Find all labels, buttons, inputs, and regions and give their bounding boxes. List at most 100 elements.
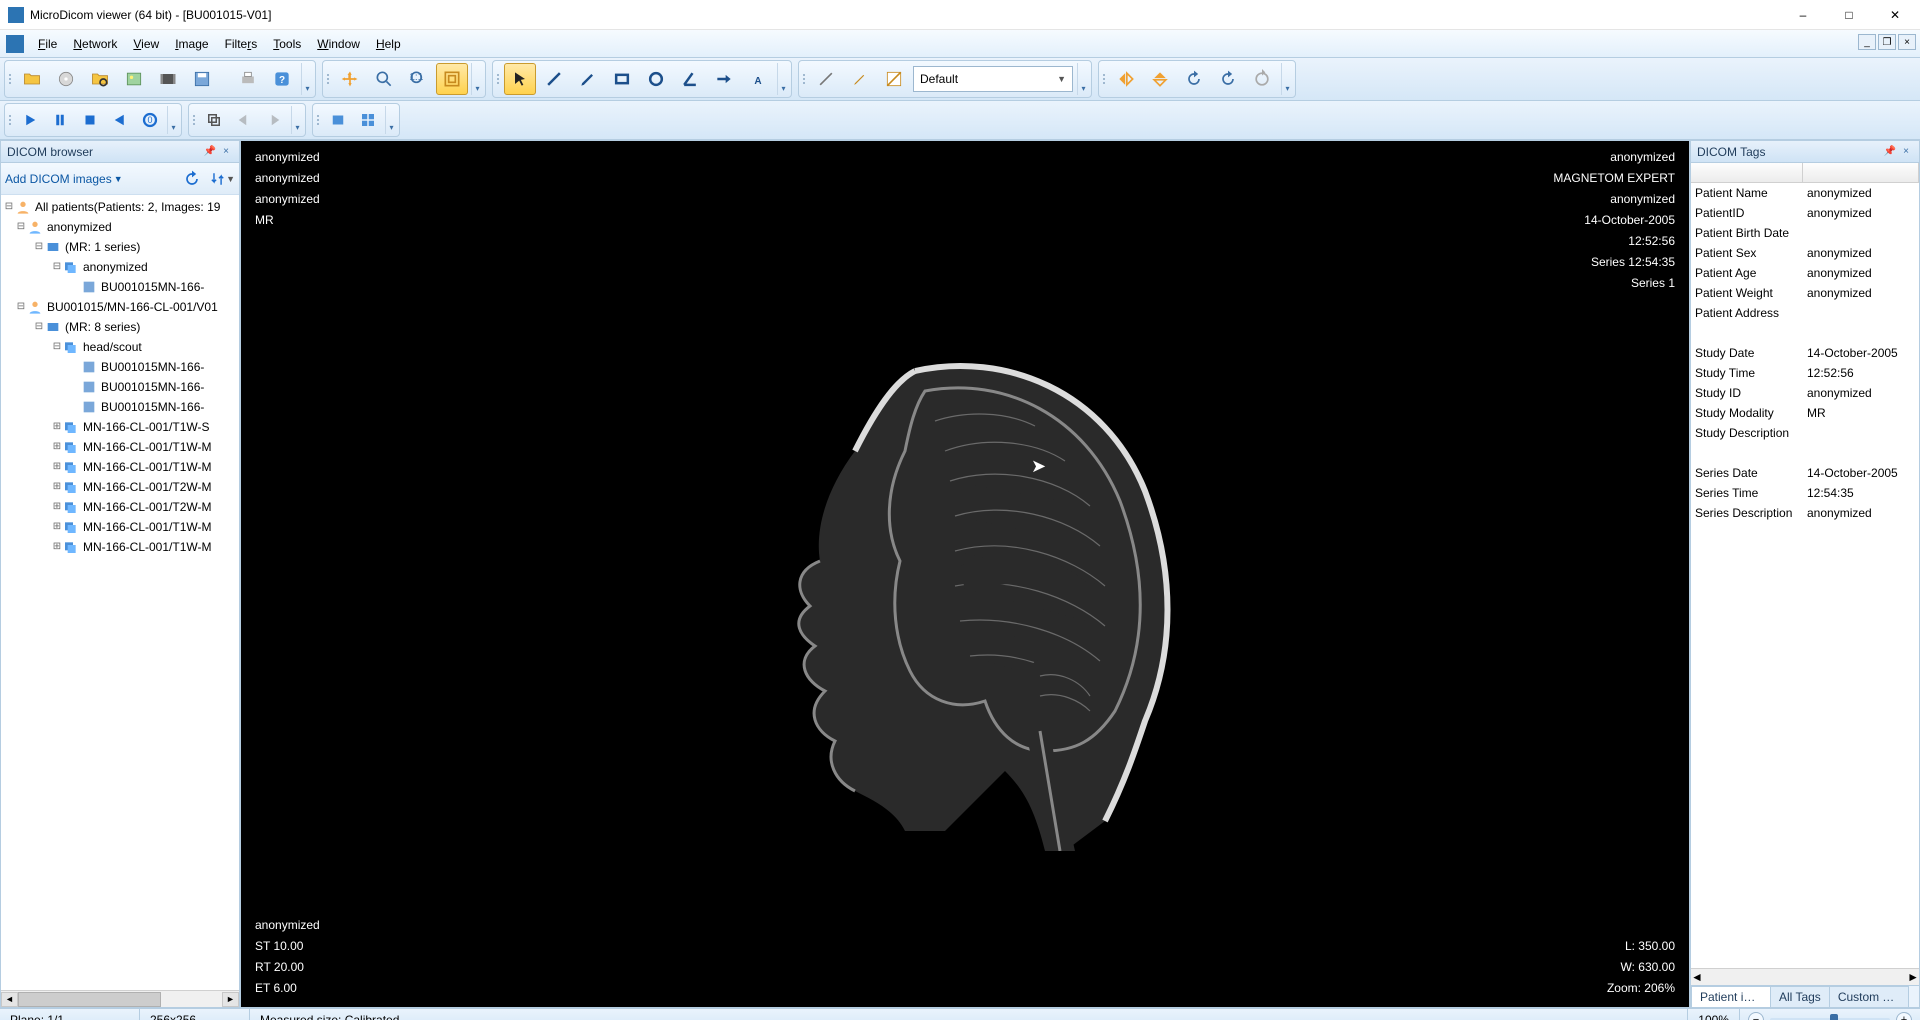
copy-button[interactable] bbox=[200, 106, 228, 134]
tag-row[interactable]: Patient Weightanonymized bbox=[1691, 283, 1919, 303]
tab-patient-info[interactable]: Patient inf… bbox=[1691, 986, 1771, 1007]
help-button[interactable]: ? bbox=[266, 63, 298, 95]
zoom-1to1-button[interactable]: 1:1 bbox=[402, 63, 434, 95]
forward-button[interactable] bbox=[260, 106, 288, 134]
menu-file[interactable]: File bbox=[30, 33, 65, 55]
tree-study[interactable]: ⊟ (MR: 8 series) bbox=[1, 317, 239, 337]
toolbar-overflow-8[interactable]: ▾ bbox=[385, 106, 397, 134]
open-disc-button[interactable] bbox=[50, 63, 82, 95]
tag-row[interactable]: Patient Ageanonymized bbox=[1691, 263, 1919, 283]
mdi-close[interactable]: × bbox=[1898, 34, 1916, 50]
menu-image[interactable]: Image bbox=[167, 33, 216, 55]
rotate-cw-button[interactable] bbox=[1212, 63, 1244, 95]
tree-series[interactable]: ⊟ anonymized bbox=[1, 257, 239, 277]
add-dicom-images-link[interactable]: Add DICOM images ▼ bbox=[5, 172, 123, 186]
tree-image[interactable]: · BU001015MN-166- bbox=[1, 377, 239, 397]
tag-row[interactable]: Patient Birth Date bbox=[1691, 223, 1919, 243]
tree-image[interactable]: · BU001015MN-166- bbox=[1, 397, 239, 417]
scroll-right-icon[interactable]: ► bbox=[1907, 970, 1919, 984]
toolbar-overflow-7[interactable]: ▾ bbox=[291, 106, 303, 134]
tag-row[interactable]: Series Time12:54:35 bbox=[1691, 483, 1919, 503]
tag-row[interactable]: PatientIDanonymized bbox=[1691, 203, 1919, 223]
pan-button[interactable] bbox=[334, 63, 366, 95]
toolbar-overflow-5[interactable]: ▾ bbox=[1281, 63, 1293, 95]
zoom-thumb[interactable] bbox=[1830, 1014, 1838, 1020]
tag-row[interactable]: Study Description bbox=[1691, 423, 1919, 443]
toolbar-overflow-6[interactable]: ▾ bbox=[167, 106, 179, 134]
tag-row[interactable]: Patient Address bbox=[1691, 303, 1919, 323]
back-button[interactable] bbox=[230, 106, 258, 134]
line-tool[interactable] bbox=[538, 63, 570, 95]
flip-h-button[interactable] bbox=[1110, 63, 1142, 95]
pointer-tool[interactable] bbox=[504, 63, 536, 95]
mdi-restore[interactable]: ❐ bbox=[1878, 34, 1896, 50]
open-video-button[interactable] bbox=[152, 63, 184, 95]
tree-patient[interactable]: ⊟ BU001015/MN-166-CL-001/V01 bbox=[1, 297, 239, 317]
flip-v-button[interactable] bbox=[1144, 63, 1176, 95]
menu-tools[interactable]: Tools bbox=[265, 33, 309, 55]
menu-window[interactable]: Window bbox=[309, 33, 368, 55]
tree-series[interactable]: ⊞MN-166-CL-001/T1W-S bbox=[1, 417, 239, 437]
ellipse-tool[interactable] bbox=[640, 63, 672, 95]
tag-row[interactable]: Patient Nameanonymized bbox=[1691, 183, 1919, 203]
mdi-app-icon[interactable] bbox=[6, 35, 24, 53]
zoom-slider[interactable]: − + bbox=[1740, 1012, 1920, 1020]
tree-hscroll[interactable]: ◄ ► bbox=[1, 990, 239, 1007]
sort-button[interactable]: ▼ bbox=[209, 166, 235, 192]
fit-window-button[interactable] bbox=[436, 63, 468, 95]
toolbar-overflow-2[interactable]: ▾ bbox=[471, 63, 483, 95]
open-image-button[interactable] bbox=[118, 63, 150, 95]
stop-button[interactable] bbox=[76, 106, 104, 134]
close-panel-icon[interactable]: × bbox=[219, 145, 233, 159]
pin-icon[interactable]: 📌 bbox=[203, 145, 217, 159]
tags-header[interactable] bbox=[1691, 163, 1919, 183]
patient-tree[interactable]: ⊟ All patients(Patients: 2, Images: 19 ⊟… bbox=[1, 195, 239, 990]
tree-study[interactable]: ⊟ (MR: 1 series) bbox=[1, 237, 239, 257]
tree-series[interactable]: ⊞MN-166-CL-001/T2W-M bbox=[1, 477, 239, 497]
toolbar-overflow-1[interactable]: ▾ bbox=[301, 63, 313, 95]
rotate-ccw-button[interactable] bbox=[1178, 63, 1210, 95]
pencil-tool[interactable] bbox=[572, 63, 604, 95]
tag-row[interactable] bbox=[1691, 323, 1919, 343]
menu-filters[interactable]: Filters bbox=[217, 33, 266, 55]
tree-series[interactable]: ⊞MN-166-CL-001/T1W-M bbox=[1, 517, 239, 537]
menu-view[interactable]: View bbox=[125, 33, 167, 55]
scroll-right-icon[interactable]: ► bbox=[222, 992, 239, 1007]
play-button[interactable] bbox=[16, 106, 44, 134]
tag-row[interactable]: Study IDanonymized bbox=[1691, 383, 1919, 403]
scroll-left-icon[interactable]: ◄ bbox=[1, 992, 18, 1007]
tag-row[interactable]: Series Date14-October-2005 bbox=[1691, 463, 1919, 483]
tags-col-key[interactable] bbox=[1691, 163, 1803, 182]
tag-row[interactable]: Study Date14-October-2005 bbox=[1691, 343, 1919, 363]
tag-row[interactable]: Series Descriptionanonymized bbox=[1691, 503, 1919, 523]
tree-series[interactable]: ⊟ head/scout bbox=[1, 337, 239, 357]
measure-pencil-button[interactable] bbox=[844, 63, 876, 95]
measure-line-button[interactable] bbox=[810, 63, 842, 95]
tags-col-val[interactable] bbox=[1803, 163, 1919, 182]
reset-button[interactable] bbox=[1246, 63, 1278, 95]
tree-patient[interactable]: ⊟ anonymized bbox=[1, 217, 239, 237]
scan-folder-button[interactable] bbox=[84, 63, 116, 95]
text-tool[interactable]: A bbox=[742, 63, 774, 95]
preset-select[interactable]: Default ▼ bbox=[913, 66, 1073, 92]
save-button[interactable] bbox=[186, 63, 218, 95]
open-button[interactable] bbox=[16, 63, 48, 95]
prev-frame-button[interactable] bbox=[106, 106, 134, 134]
tree-series[interactable]: ⊞MN-166-CL-001/T2W-M bbox=[1, 497, 239, 517]
zoom-button[interactable] bbox=[368, 63, 400, 95]
tag-row[interactable]: Patient Sexanonymized bbox=[1691, 243, 1919, 263]
menu-network[interactable]: Network bbox=[65, 33, 125, 55]
tree-image[interactable]: · BU001015MN-166- bbox=[1, 277, 239, 297]
lut-button[interactable] bbox=[878, 63, 910, 95]
tags-body[interactable]: Patient NameanonymizedPatientIDanonymize… bbox=[1691, 183, 1919, 968]
loop-button[interactable]: 0 bbox=[136, 106, 164, 134]
tab-custom-tags[interactable]: Custom Ta… bbox=[1829, 986, 1909, 1007]
pin-icon[interactable]: 📌 bbox=[1883, 145, 1897, 159]
close-panel-icon[interactable]: × bbox=[1899, 145, 1913, 159]
mdi-minimize[interactable]: _ bbox=[1858, 34, 1876, 50]
refresh-button[interactable] bbox=[179, 166, 205, 192]
print-button[interactable] bbox=[232, 63, 264, 95]
tab-all-tags[interactable]: All Tags bbox=[1770, 986, 1830, 1007]
tree-image[interactable]: · BU001015MN-166- bbox=[1, 357, 239, 377]
scroll-thumb[interactable] bbox=[18, 992, 161, 1007]
